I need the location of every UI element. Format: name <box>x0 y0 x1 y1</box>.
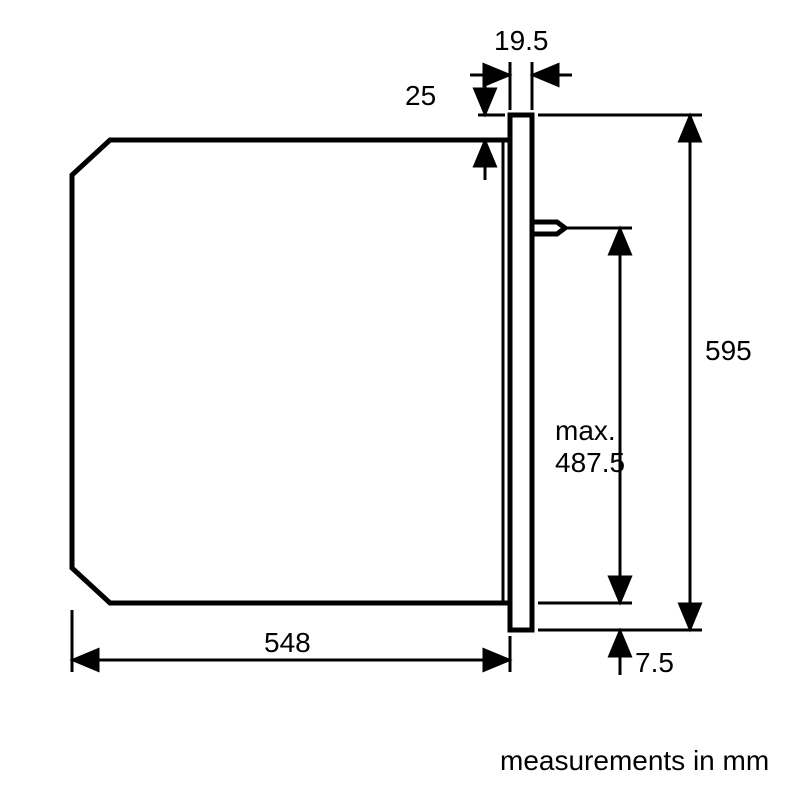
dim-595-label: 595 <box>705 335 752 366</box>
dim-548-label: 548 <box>264 627 311 658</box>
dimension-drawing: 548 595 max. 487.5 7.5 19.5 <box>0 0 800 800</box>
appliance-body-outline <box>72 140 510 603</box>
footer-text: measurements in mm <box>500 745 769 776</box>
handle-stub <box>532 222 565 234</box>
dim-487-label-1: max. <box>555 415 616 446</box>
front-panel <box>510 115 532 630</box>
dim-7-5-label: 7.5 <box>635 647 674 678</box>
dim-25 <box>478 75 505 180</box>
dim-25-label: 25 <box>405 80 436 111</box>
dim-487-label-2: 487.5 <box>555 447 625 478</box>
dim-19-5-label: 19.5 <box>494 25 549 56</box>
